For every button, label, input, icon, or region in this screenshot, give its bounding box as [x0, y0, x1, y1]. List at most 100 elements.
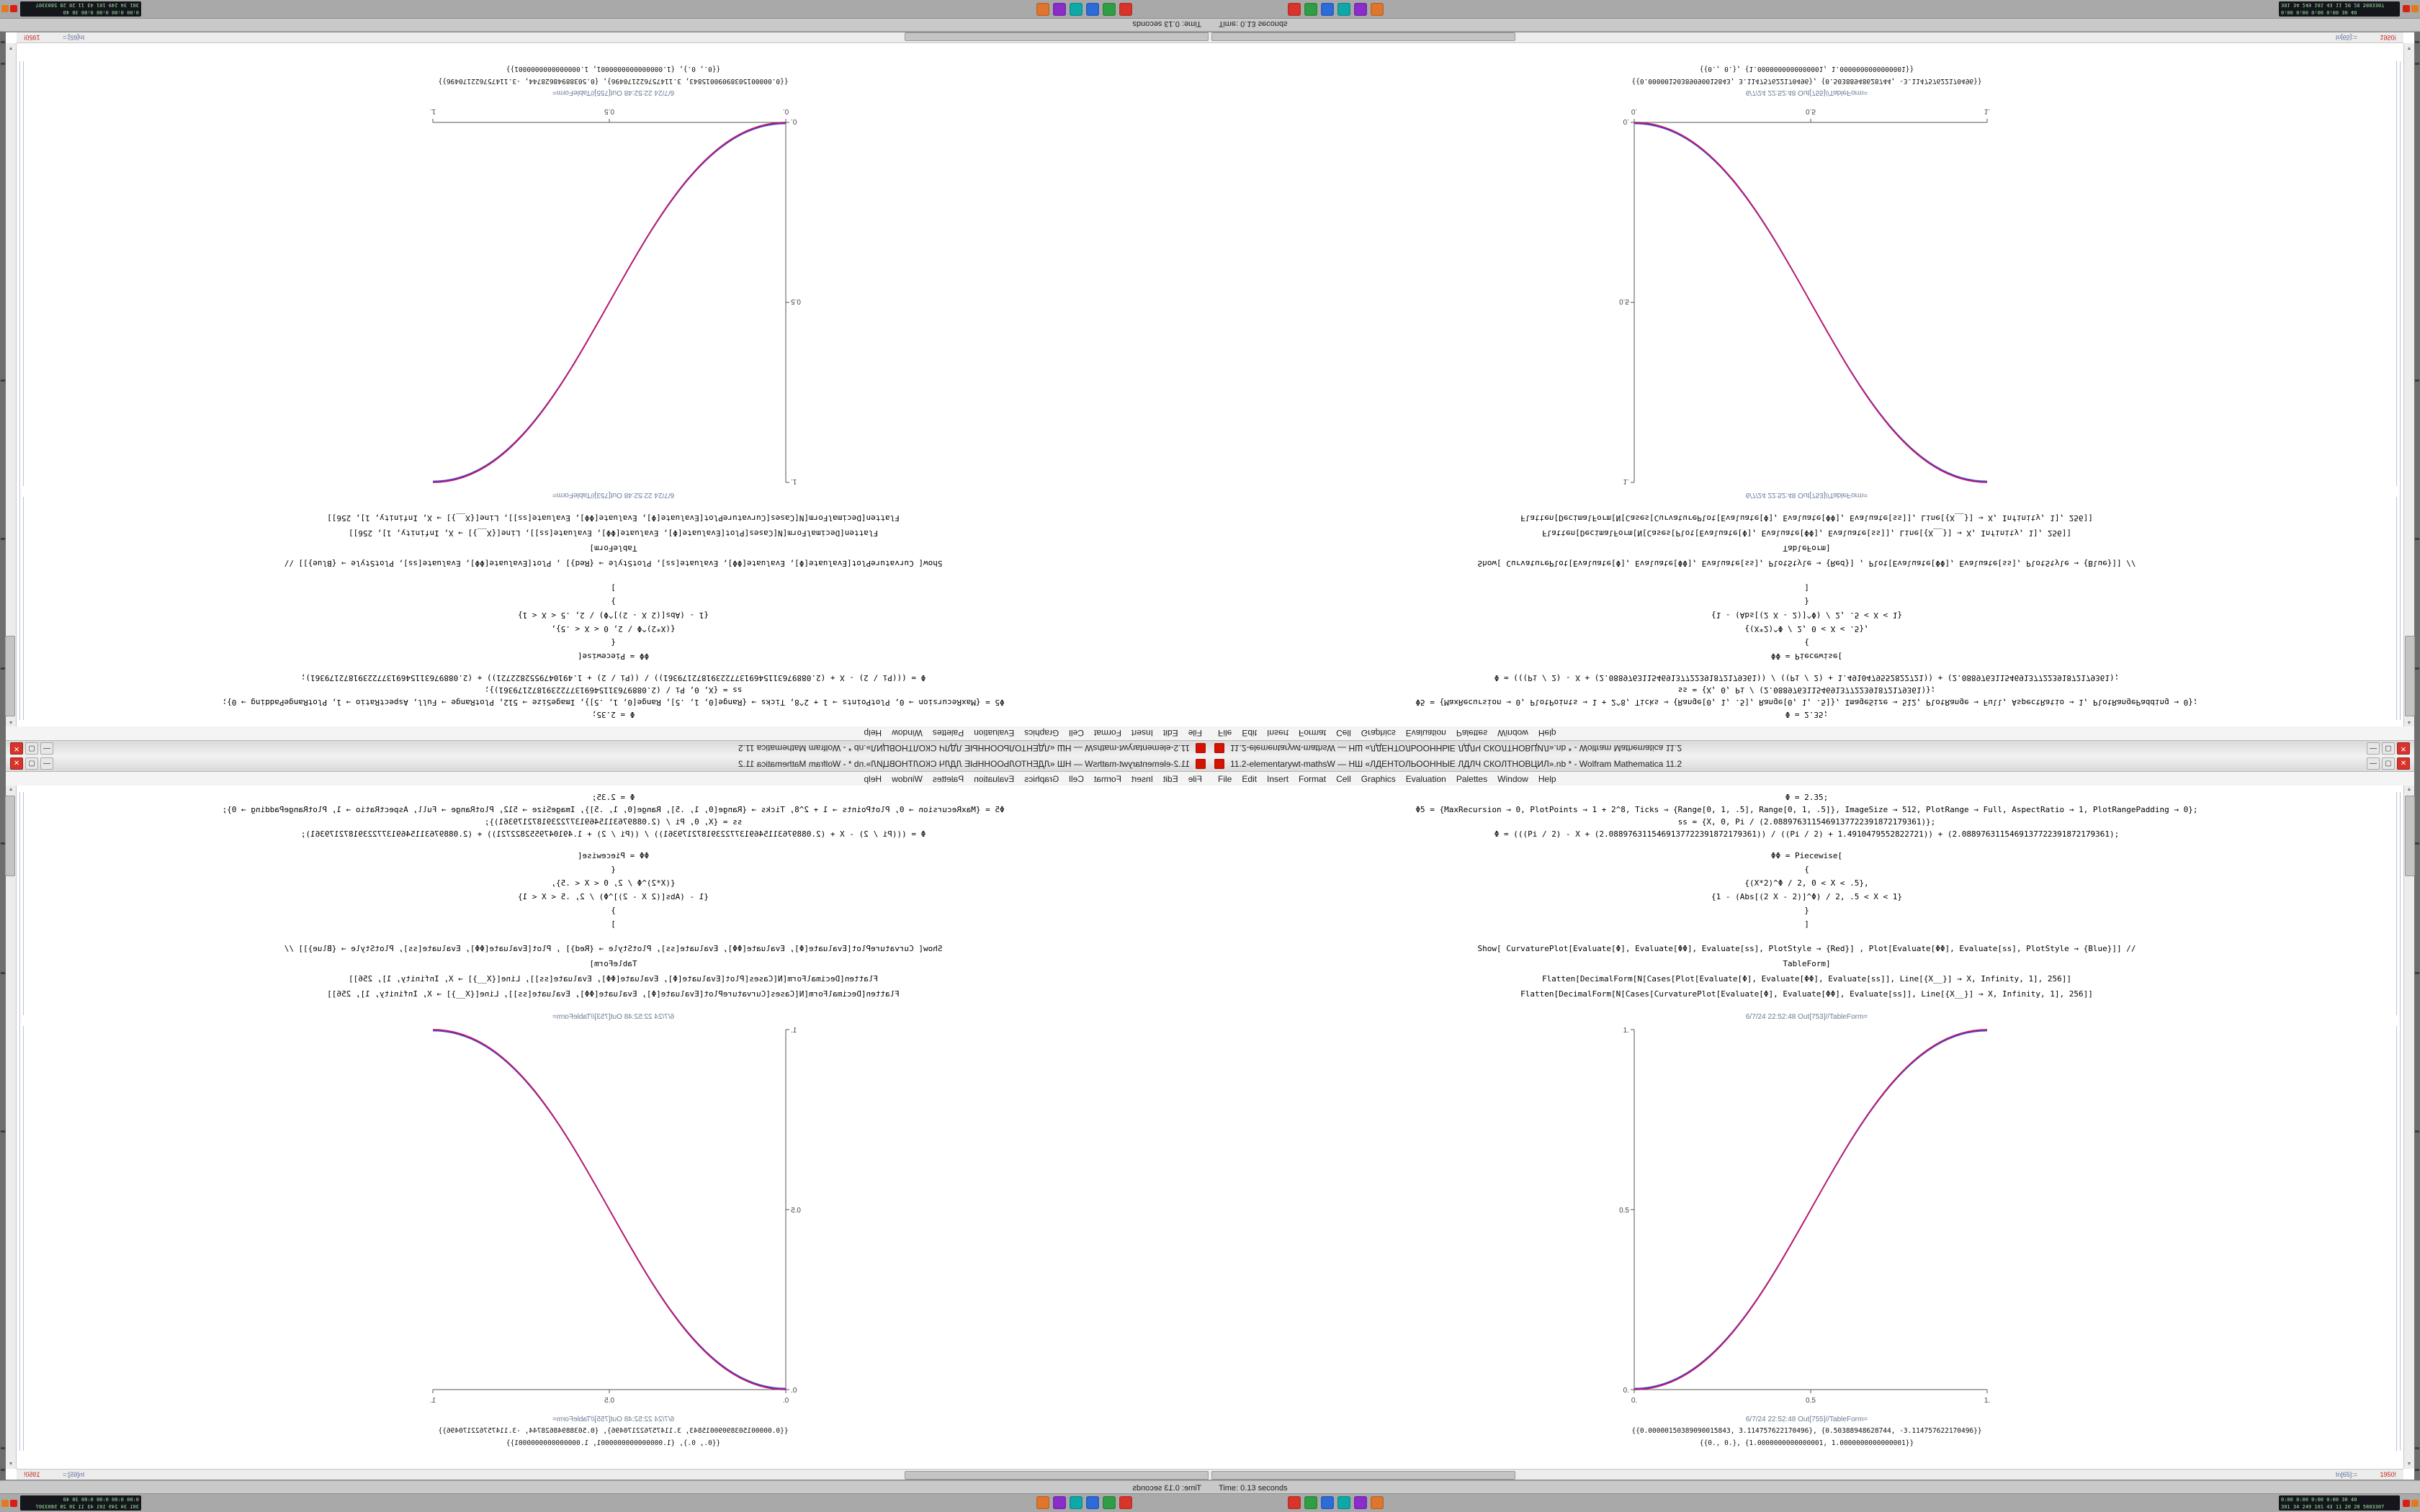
input-cell-piecewise[interactable]: ΦΦ = Piecewise[ { {(X*2)^Φ / 2, 0 < X < …	[17, 849, 1210, 931]
alert-badge-red-icon[interactable]	[2403, 5, 2410, 12]
menu-help[interactable]: Help	[864, 728, 882, 739]
horizontal-scroll-thumb[interactable]	[1211, 32, 1515, 41]
cell-bracket[interactable]	[2400, 61, 2401, 720]
horizontal-scroll-thumb[interactable]	[1211, 1471, 1515, 1480]
menu-edit[interactable]: Edit	[1242, 773, 1258, 784]
menu-file[interactable]: File	[1218, 773, 1232, 784]
alert-badge-orange-icon[interactable]	[2411, 5, 2419, 12]
taskbar-app-icon[interactable]	[1304, 3, 1317, 16]
menu-graphics[interactable]: Graphics	[1361, 728, 1396, 739]
cell-bracket[interactable]	[19, 61, 20, 720]
cell-bracket[interactable]	[23, 497, 24, 720]
alert-badge-orange-icon[interactable]	[1, 5, 9, 12]
menu-palettes[interactable]: Palettes	[932, 773, 964, 784]
taskbar-app-icon[interactable]	[1321, 3, 1334, 16]
menu-cell[interactable]: Cell	[1336, 728, 1351, 739]
menu-evaluation[interactable]: Evaluation	[1405, 773, 1446, 784]
scroll-down-icon[interactable]: ▼	[8, 1462, 14, 1467]
taskbar-app-icon[interactable]	[1321, 1496, 1334, 1509]
maximize-button[interactable]: ▢	[2382, 757, 2395, 770]
vertical-scroll-thumb[interactable]	[2405, 796, 2415, 876]
menu-cell[interactable]: Cell	[1069, 773, 1084, 784]
menu-window[interactable]: Window	[1497, 773, 1528, 784]
minimize-button[interactable]: —	[40, 742, 53, 755]
menu-evaluation[interactable]: Evaluation	[974, 773, 1015, 784]
alert-badge-red-icon[interactable]	[2403, 1500, 2410, 1507]
maximize-button[interactable]: ▢	[25, 742, 38, 755]
menu-palettes[interactable]: Palettes	[932, 728, 964, 739]
taskbar-app-icon[interactable]	[1070, 3, 1083, 16]
taskbar-app-icon[interactable]	[1036, 3, 1049, 16]
window-titlebar[interactable]: 11.2-elementarywt-mathsW — НШ «ЛДЕНТОЛЬО…	[1210, 756, 2414, 772]
taskbar-app-icon[interactable]	[1337, 1496, 1350, 1509]
menu-format[interactable]: Format	[1299, 728, 1327, 739]
taskbar-app-icon[interactable]	[1288, 1496, 1301, 1509]
input-cell-definitions[interactable]: Φ = 2.35; Φ5 = {MaxRecursion → 0, PlotPo…	[17, 672, 1210, 721]
input-cell-show[interactable]: Show[ CurvaturePlot[Evaluate[Φ], Evaluat…	[1210, 510, 2403, 571]
cell-bracket[interactable]	[2396, 792, 2397, 1015]
horizontal-scrollbar[interactable]: In[65]:= 1950!	[17, 32, 1210, 43]
horizontal-scrollbar[interactable]: In[65]:= 1950!	[17, 1469, 1210, 1480]
cell-bracket[interactable]	[19, 792, 20, 1451]
taskbar-app-icon[interactable]	[1304, 1496, 1317, 1509]
menu-file[interactable]: File	[1188, 773, 1202, 784]
menu-graphics[interactable]: Graphics	[1361, 773, 1396, 784]
menu-insert[interactable]: Insert	[1267, 728, 1289, 739]
menu-evaluation[interactable]: Evaluation	[1405, 728, 1446, 739]
close-button[interactable]: ✕	[10, 742, 23, 755]
menu-file[interactable]: File	[1188, 728, 1202, 739]
menu-palettes[interactable]: Palettes	[1456, 773, 1488, 784]
taskbar-app-icon[interactable]	[1036, 1496, 1049, 1509]
horizontal-scroll-thumb[interactable]	[905, 1471, 1209, 1480]
horizontal-scrollbar[interactable]: In[65]:= 1950!	[1210, 1469, 2403, 1480]
scroll-up-icon[interactable]: ▲	[2406, 720, 2412, 725]
menu-edit[interactable]: Edit	[1242, 728, 1258, 739]
input-cell-piecewise[interactable]: ΦΦ = Piecewise[ { {(X*2)^Φ / 2, 0 < X < …	[1210, 581, 2403, 663]
alert-badge-red-icon[interactable]	[10, 1500, 17, 1507]
menu-window[interactable]: Window	[892, 728, 923, 739]
menu-graphics[interactable]: Graphics	[1024, 728, 1059, 739]
menu-insert[interactable]: Insert	[1131, 773, 1153, 784]
taskbar-app-icon[interactable]	[1371, 3, 1384, 16]
minimize-button[interactable]: —	[2367, 757, 2380, 770]
scroll-up-icon[interactable]: ▲	[2406, 787, 2412, 792]
menu-format[interactable]: Format	[1299, 773, 1327, 784]
menu-palettes[interactable]: Palettes	[1456, 728, 1488, 739]
cell-bracket[interactable]	[2400, 792, 2401, 1451]
window-titlebar[interactable]: 11.2-elementarywt-mathsW — НШ «ЛДЕНТОЛЬО…	[6, 740, 1210, 756]
scroll-down-icon[interactable]: ▼	[2406, 45, 2412, 50]
alert-badge-red-icon[interactable]	[10, 5, 17, 12]
taskbar-app-icon[interactable]	[1371, 1496, 1384, 1509]
scroll-up-icon[interactable]: ▲	[8, 720, 14, 725]
horizontal-scroll-thumb[interactable]	[905, 32, 1209, 41]
cell-bracket[interactable]	[23, 61, 24, 486]
window-titlebar[interactable]: 11.2-elementarywt-mathsW — НШ «ЛДЕНТОЛЬО…	[6, 756, 1210, 772]
scroll-down-icon[interactable]: ▼	[8, 45, 14, 50]
vertical-scrollbar[interactable]: ▲ ▼	[2403, 786, 2415, 1469]
vertical-scrollbar[interactable]: ▲ ▼	[5, 786, 17, 1469]
menu-window[interactable]: Window	[892, 773, 923, 784]
close-button[interactable]: ✕	[10, 757, 23, 770]
scroll-up-icon[interactable]: ▲	[8, 787, 14, 792]
cell-bracket[interactable]	[2396, 1026, 2397, 1451]
close-button[interactable]: ✕	[2397, 742, 2410, 755]
input-cell-piecewise[interactable]: ΦΦ = Piecewise[ { {(X*2)^Φ / 2, 0 < X < …	[1210, 849, 2403, 931]
input-cell-show[interactable]: Show[ CurvaturePlot[Evaluate[Φ], Evaluat…	[17, 941, 1210, 1002]
input-cell-show[interactable]: Show[ CurvaturePlot[Evaluate[Φ], Evaluat…	[17, 510, 1210, 571]
minimize-button[interactable]: —	[40, 757, 53, 770]
maximize-button[interactable]: ▢	[2382, 742, 2395, 755]
taskbar-app-icon[interactable]	[1070, 1496, 1083, 1509]
menu-help[interactable]: Help	[1538, 728, 1556, 739]
alert-badge-orange-icon[interactable]	[2411, 1500, 2419, 1507]
menu-evaluation[interactable]: Evaluation	[974, 728, 1015, 739]
close-button[interactable]: ✕	[2397, 757, 2410, 770]
menu-edit[interactable]: Edit	[1162, 728, 1178, 739]
taskbar-app-icon[interactable]	[1288, 3, 1301, 16]
taskbar-app-icon[interactable]	[1103, 3, 1116, 16]
menu-window[interactable]: Window	[1497, 728, 1528, 739]
alert-badge-orange-icon[interactable]	[1, 1500, 9, 1507]
input-cell-definitions[interactable]: Φ = 2.35; Φ5 = {MaxRecursion → 0, PlotPo…	[1210, 672, 2403, 721]
vertical-scroll-thumb[interactable]	[2405, 636, 2415, 716]
cell-bracket[interactable]	[2396, 497, 2397, 720]
menu-graphics[interactable]: Graphics	[1024, 773, 1059, 784]
